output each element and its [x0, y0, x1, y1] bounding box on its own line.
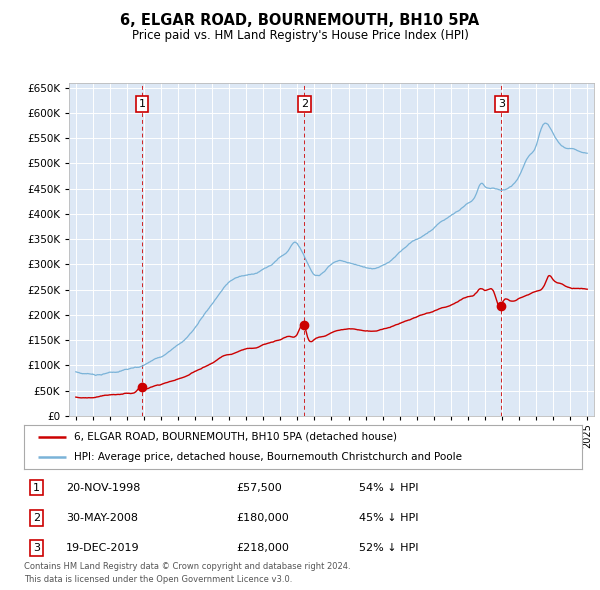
Text: 1: 1: [33, 483, 40, 493]
Text: 2: 2: [301, 99, 308, 109]
Text: 45% ↓ HPI: 45% ↓ HPI: [359, 513, 418, 523]
Text: 2: 2: [33, 513, 40, 523]
Text: £57,500: £57,500: [236, 483, 282, 493]
Text: 3: 3: [498, 99, 505, 109]
Text: £180,000: £180,000: [236, 513, 289, 523]
Text: Contains HM Land Registry data © Crown copyright and database right 2024.: Contains HM Land Registry data © Crown c…: [24, 562, 350, 571]
Text: 3: 3: [33, 543, 40, 553]
Text: 6, ELGAR ROAD, BOURNEMOUTH, BH10 5PA: 6, ELGAR ROAD, BOURNEMOUTH, BH10 5PA: [121, 13, 479, 28]
Text: 20-NOV-1998: 20-NOV-1998: [66, 483, 140, 493]
Text: This data is licensed under the Open Government Licence v3.0.: This data is licensed under the Open Gov…: [24, 575, 292, 584]
Text: HPI: Average price, detached house, Bournemouth Christchurch and Poole: HPI: Average price, detached house, Bour…: [74, 452, 462, 462]
Text: 30-MAY-2008: 30-MAY-2008: [66, 513, 138, 523]
Text: 1: 1: [139, 99, 146, 109]
Text: 19-DEC-2019: 19-DEC-2019: [66, 543, 139, 553]
Text: £218,000: £218,000: [236, 543, 289, 553]
Text: 52% ↓ HPI: 52% ↓ HPI: [359, 543, 418, 553]
Text: 6, ELGAR ROAD, BOURNEMOUTH, BH10 5PA (detached house): 6, ELGAR ROAD, BOURNEMOUTH, BH10 5PA (de…: [74, 432, 397, 442]
Text: Price paid vs. HM Land Registry's House Price Index (HPI): Price paid vs. HM Land Registry's House …: [131, 30, 469, 42]
Text: 54% ↓ HPI: 54% ↓ HPI: [359, 483, 418, 493]
